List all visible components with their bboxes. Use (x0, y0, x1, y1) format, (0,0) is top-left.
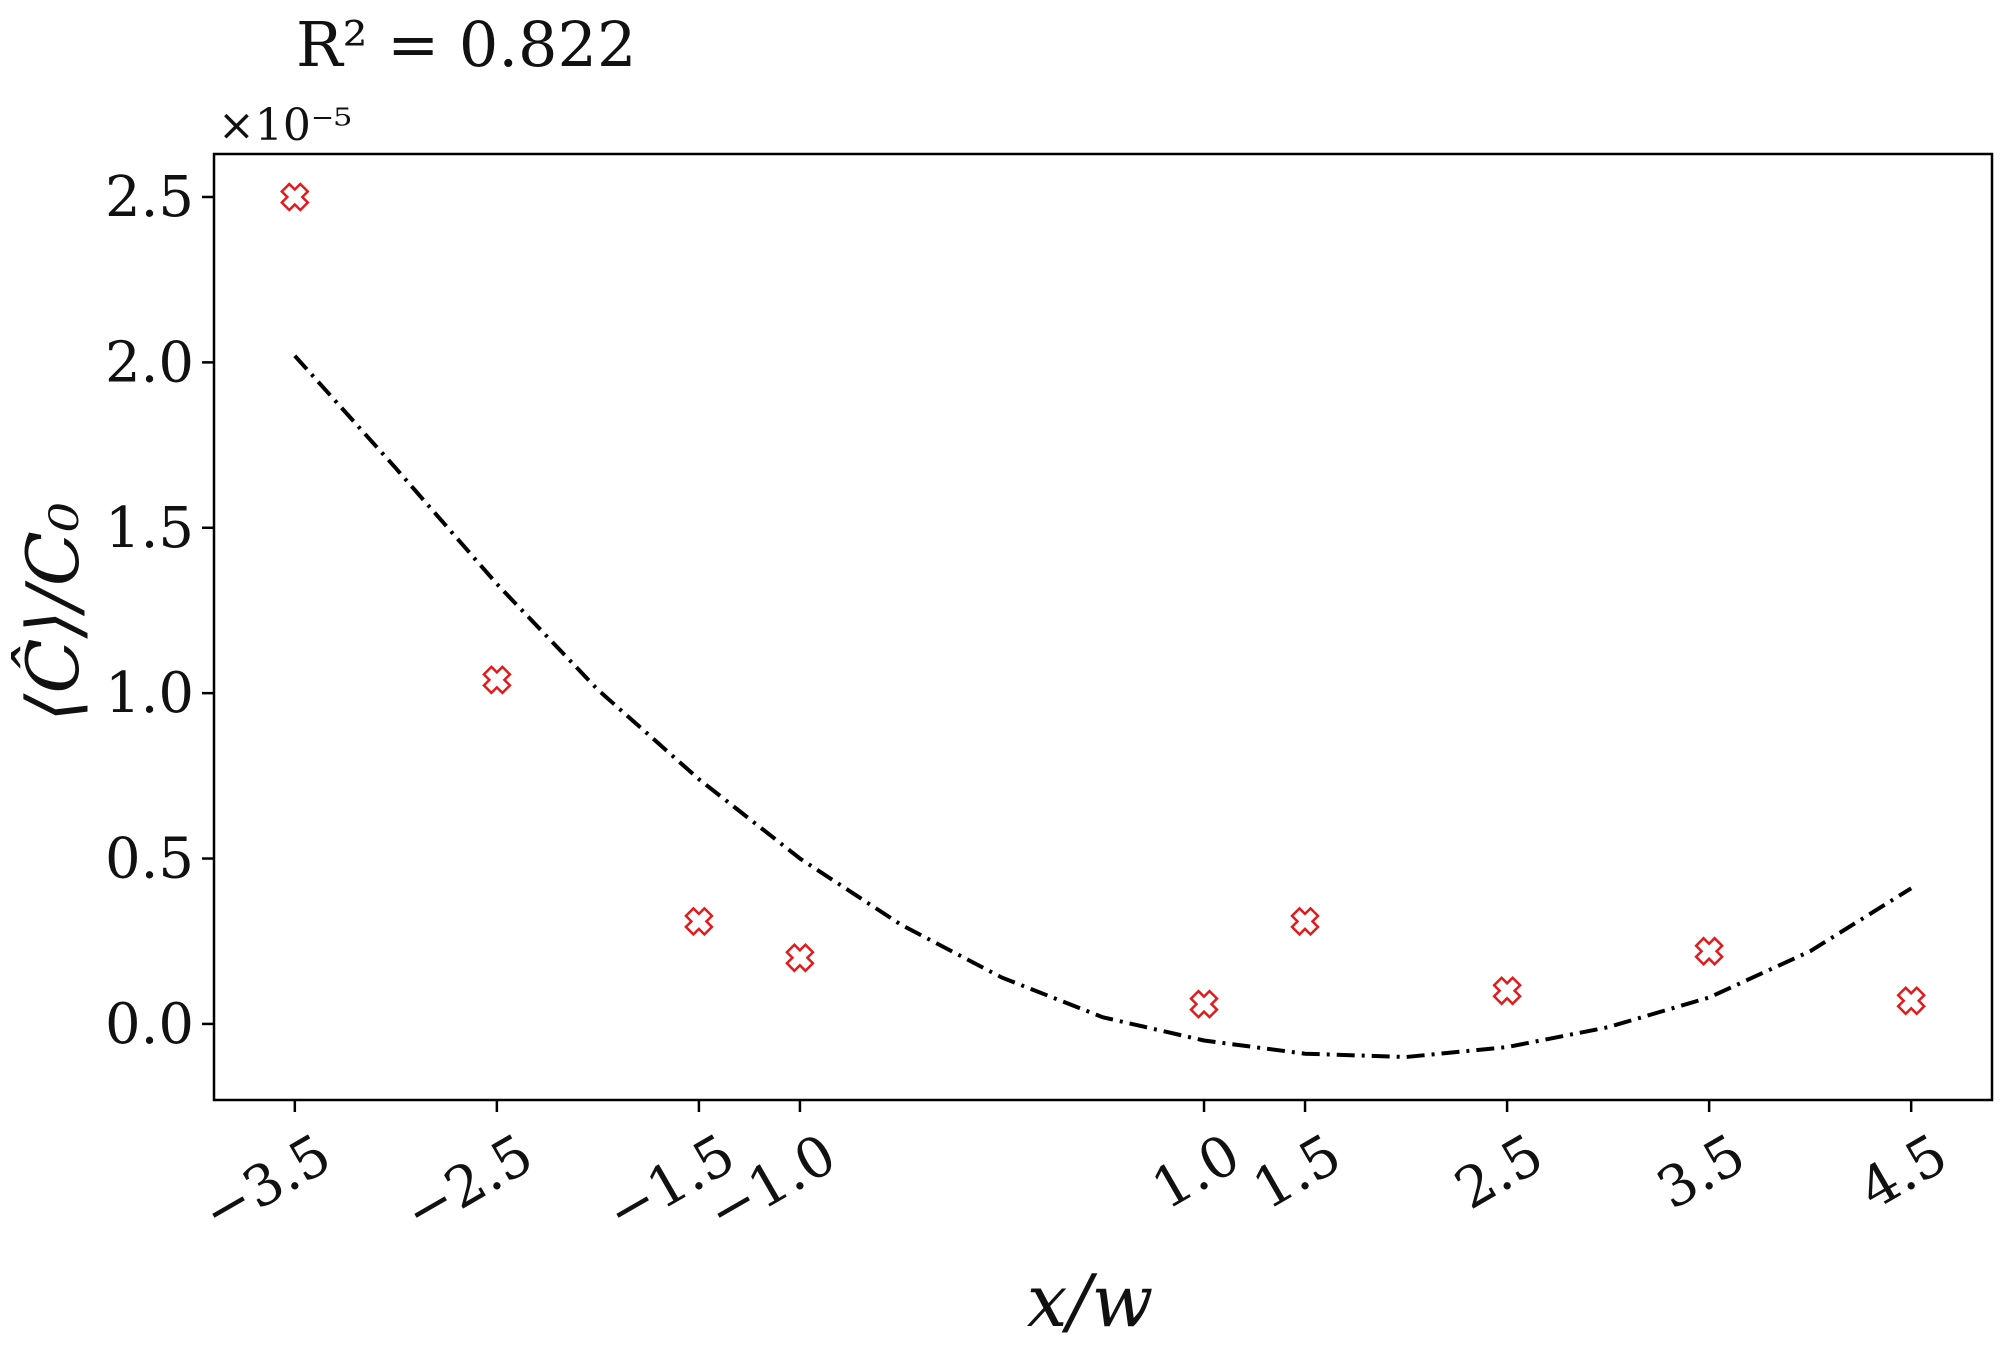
y-axis-ticks: 0.0 0.5 1.0 1.5 2.0 2.5 (105, 165, 214, 1057)
y-tick-label: 0.5 (105, 827, 194, 892)
x-tick-label: −2.5 (394, 1122, 544, 1246)
x-axis-title: x/w (1027, 1259, 1154, 1343)
fit-curve (293, 354, 1913, 1060)
data-point (1290, 906, 1320, 937)
y-tick-label: 2.5 (105, 165, 194, 230)
data-point (684, 906, 714, 937)
plot-area (212, 152, 1994, 1102)
x-axis-ticks: −3.5 −2.5 −1.5−1.0 1.01.5 2.5 3.5 4.5 (192, 1100, 1959, 1246)
fit-curve-layer (293, 354, 1913, 1060)
y-tick-label: 0.0 (105, 992, 194, 1057)
y-offset-label: ×10⁻⁵ (218, 100, 352, 151)
data-point (280, 182, 310, 212)
data-point (1896, 986, 1926, 1016)
r-squared-annotation: R² = 0.822 (296, 8, 636, 81)
y-tick-label: 1.0 (105, 661, 194, 726)
data-point (1492, 976, 1522, 1006)
y-axis-title: ⟨Ĉ⟩/C₀ (9, 502, 95, 721)
x-tick-label: 3.5 (1647, 1122, 1757, 1223)
x-tick-label: 2.5 (1444, 1122, 1554, 1223)
x-tick-label: −3.5 (192, 1122, 342, 1246)
data-points-layer (280, 182, 1926, 1019)
y-tick-label: 2.0 (105, 330, 194, 395)
x-tick-label: 4.5 (1849, 1122, 1959, 1223)
data-point (1694, 936, 1724, 966)
x-tick-label: 1.5 (1242, 1122, 1352, 1223)
data-point (785, 943, 815, 973)
data-point (1189, 989, 1219, 1019)
x-tick-label: 1.0 (1141, 1122, 1251, 1223)
y-tick-label: 1.5 (105, 496, 194, 561)
data-point (482, 665, 512, 695)
